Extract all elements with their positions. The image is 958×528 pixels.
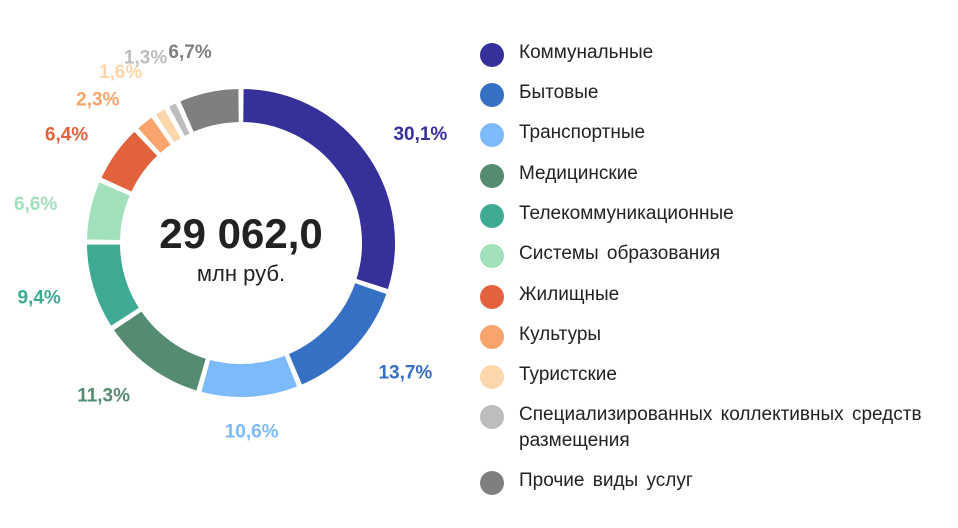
slice-4-percent-label: 11,3% [77,386,130,407]
legend-item-5: Телекоммуникационные [480,201,949,228]
legend-swatch [480,83,504,107]
percent-labels: 30,1% 13,7% 10,6% 11,3% 9,4% 6,6% 6,4% 2,3% 1,6%… [14,42,447,443]
legend-item-3: Транспортные [480,120,949,147]
legend-swatch [480,244,504,268]
legend-item-4: Медицинские [480,161,949,188]
legend-label: Системы образования [519,243,721,264]
slice-8 [135,114,174,156]
legend-swatch [480,365,504,389]
slice-9 [153,106,184,145]
legend-swatch [480,471,504,495]
legend-swatch [480,123,504,147]
legend-item-10: Специализированных коллективных средств … [480,402,949,454]
donut-chart: 30,1% 13,7% 10,6% 11,3% 9,4% 6,6% 6,4% 2,3% 1,6%… [14,42,447,443]
donut-slices [84,86,397,399]
slice-1-percent-label: 30,1% [393,124,447,145]
center-total-unit: млн руб. [197,261,285,286]
legend-item-7: Жилищные [480,282,949,309]
slice-5-percent-label: 9,4% [17,288,60,309]
legend-swatch [480,43,504,67]
slice-2-percent-label: 13,7% [378,362,432,383]
legend-item-11: Прочие виды услуг [480,468,949,495]
legend-label: Коммунальные [519,42,654,63]
legend-swatch [480,285,504,309]
legend-item-6: Системы образования [480,241,949,268]
legend-swatch [480,325,504,349]
legend-label: Прочие виды услуг [519,470,693,491]
legend-label: Медицинские [519,163,638,184]
legend-label: Туристские [519,364,617,385]
legend-item-8: Культуры [480,322,949,349]
center-total-value: 29 062,0 [159,210,323,257]
legend-swatch [480,204,504,228]
legend-label: Специализированных коллективных средств … [519,404,922,451]
slice-8-percent-label: 2,3% [76,89,119,110]
slice-7-percent-label: 6,4% [45,124,88,145]
legend-label: Телекоммуникационные [519,203,734,224]
slice-9-percent-label: 1,6% [99,62,142,83]
slice-1 [241,86,397,292]
slice-5 [84,242,142,329]
slice-7 [98,129,160,195]
legend-label: Культуры [519,324,602,345]
slice-10-percent-label: 1,3% [124,48,167,69]
slice-6 [85,179,133,243]
legend-swatch [480,164,504,188]
legend-item-2: Бытовые [480,80,949,107]
legend-label: Жилищные [519,284,620,305]
legend-label: Транспортные [519,122,646,143]
slice-3 [199,353,300,399]
legend-item-1: Коммунальные [480,40,949,67]
legend-item-9: Туристские [480,362,949,389]
slice-10 [166,100,193,139]
slice-11-percent-label: 6,7% [168,42,211,63]
legend-swatch [480,405,504,429]
slice-4 [111,308,209,393]
slice-2 [286,280,389,388]
slice-3-percent-label: 10,6% [225,422,279,443]
legend-label: Бытовые [519,82,599,103]
slice-11 [177,86,241,135]
slice-6-percent-label: 6,6% [14,194,57,215]
